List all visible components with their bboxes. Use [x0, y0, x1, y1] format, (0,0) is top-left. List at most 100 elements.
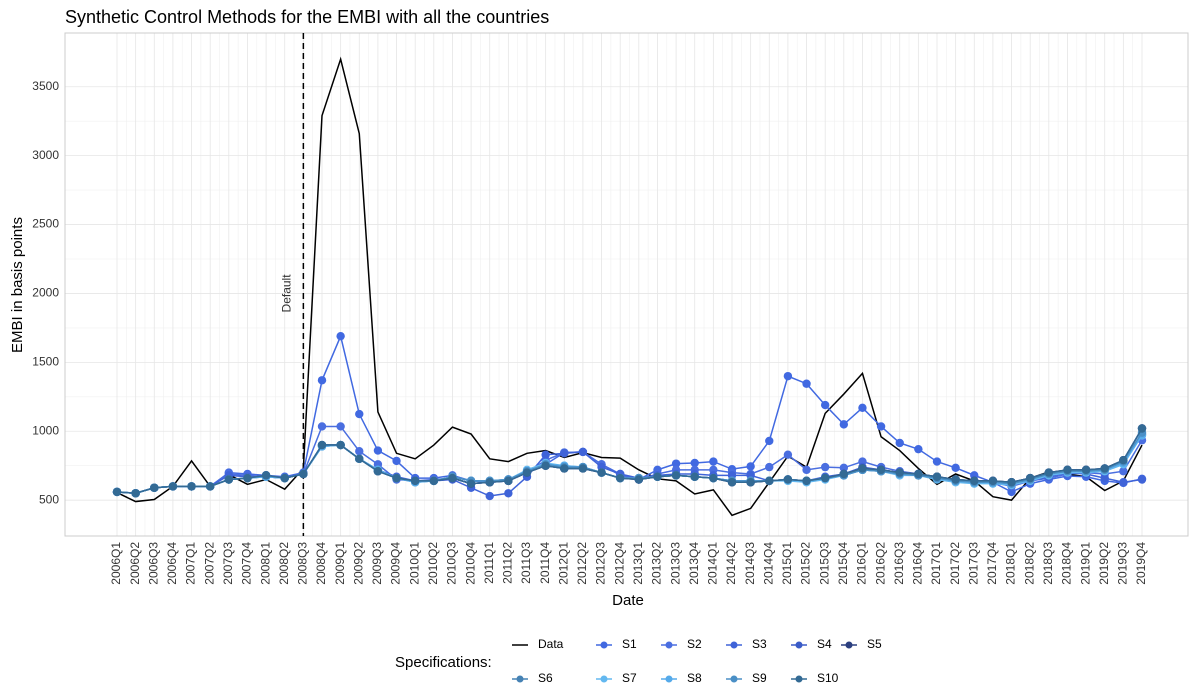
point: [727, 478, 737, 487]
point: [709, 473, 718, 483]
x-tick-label: 2012Q2: [575, 542, 589, 585]
legend-label: S2: [687, 637, 702, 651]
legend-label: S3: [752, 637, 767, 651]
legend-label: S8: [687, 671, 702, 685]
x-tick-label: 2014Q4: [761, 542, 775, 585]
legend-label: S1: [622, 637, 637, 651]
x-tick-label: 2007Q2: [202, 542, 216, 585]
point: [783, 475, 793, 484]
x-tick-label: 2012Q1: [556, 542, 570, 585]
point: [709, 457, 718, 466]
point: [1137, 424, 1147, 433]
x-tick-label: 2006Q2: [128, 542, 142, 585]
point: [261, 471, 271, 480]
point: [578, 464, 588, 473]
point: [429, 476, 439, 486]
x-tick-label: 2015Q2: [799, 542, 813, 585]
x-tick-label: 2017Q2: [948, 542, 962, 585]
point: [653, 472, 662, 481]
legend-marker: [795, 675, 803, 683]
x-tick-label: 2016Q2: [873, 542, 887, 585]
point: [224, 475, 234, 484]
point: [820, 400, 830, 410]
x-tick-label: 2018Q4: [1060, 542, 1074, 585]
x-tick-label: 2011Q4: [538, 542, 552, 584]
x-tick-label: 2009Q4: [389, 542, 403, 585]
point: [765, 476, 774, 486]
y-tick-label: 1000: [32, 423, 59, 437]
point: [802, 476, 811, 486]
point: [746, 462, 755, 471]
point: [392, 473, 401, 483]
annotation-label: Default: [280, 274, 294, 313]
point: [988, 476, 998, 486]
point: [802, 379, 811, 388]
point: [150, 483, 159, 492]
point: [1119, 467, 1128, 476]
point: [914, 444, 923, 454]
x-tick-label: 2013Q1: [631, 542, 645, 585]
y-tick-label: 500: [39, 492, 59, 506]
x-tick-label: 2016Q3: [892, 542, 906, 585]
point: [597, 468, 606, 477]
x-tick-label: 2015Q3: [817, 542, 831, 585]
x-tick-label: 2009Q2: [351, 542, 365, 585]
legend-marker: [730, 641, 738, 649]
point: [355, 454, 364, 464]
point: [336, 440, 345, 450]
legend-label: S7: [622, 671, 637, 685]
legend-title: Specifications:: [395, 654, 492, 671]
x-tick-label: 2015Q1: [780, 542, 794, 585]
x-tick-label: 2013Q4: [687, 542, 701, 585]
point: [932, 472, 942, 481]
x-tick-label: 2010Q4: [463, 542, 477, 585]
point: [839, 463, 849, 472]
point: [317, 440, 327, 450]
x-tick-label: 2018Q3: [1041, 542, 1055, 585]
point: [410, 476, 420, 486]
point: [1007, 478, 1016, 487]
x-tick-label: 2011Q2: [501, 542, 515, 584]
legend-marker: [600, 641, 608, 649]
y-tick-label: 2500: [32, 217, 59, 231]
point: [299, 469, 308, 479]
point: [876, 465, 886, 475]
x-tick-label: 2017Q1: [929, 542, 943, 585]
x-tick-label: 2010Q3: [445, 542, 459, 585]
point: [280, 473, 289, 483]
x-tick-label: 2007Q3: [221, 542, 235, 585]
point: [485, 478, 494, 487]
point: [1137, 475, 1147, 484]
point: [317, 376, 327, 385]
point: [858, 403, 867, 413]
legend-label: S9: [752, 671, 767, 685]
point: [336, 331, 345, 341]
x-tick-label: 2013Q2: [650, 542, 664, 585]
point: [615, 473, 625, 483]
point: [1119, 478, 1128, 487]
x-tick-label: 2017Q3: [966, 542, 980, 585]
point: [541, 461, 550, 470]
legend-marker: [665, 675, 673, 683]
point: [951, 463, 960, 472]
point: [317, 422, 327, 431]
point: [783, 450, 793, 459]
point: [820, 462, 830, 472]
x-tick-label: 2009Q3: [370, 542, 384, 585]
x-tick-label: 2016Q1: [855, 542, 869, 585]
plot-border: [64, 32, 1189, 537]
x-tick-label: 2014Q1: [706, 542, 720, 585]
point: [1081, 465, 1091, 475]
point: [1100, 464, 1109, 473]
legend-label: S5: [867, 637, 882, 651]
x-tick-label: 2010Q1: [407, 542, 421, 585]
point: [895, 438, 904, 448]
point: [336, 422, 345, 431]
point: [131, 489, 140, 498]
x-tick-label: 2019Q3: [1116, 542, 1130, 585]
point: [373, 446, 383, 455]
point: [970, 476, 979, 486]
legend-marker: [600, 675, 608, 683]
point: [671, 471, 681, 480]
